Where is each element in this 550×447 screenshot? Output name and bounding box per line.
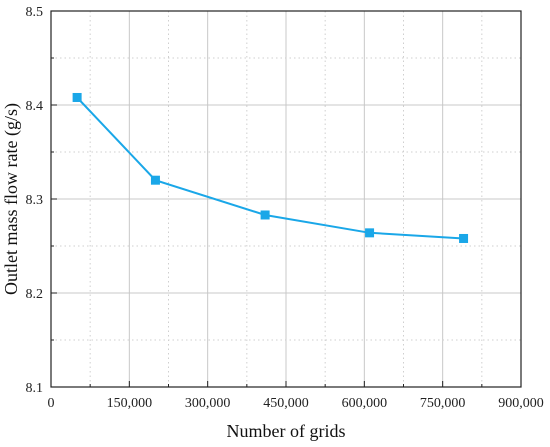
- x-axis-label: Number of grids: [227, 421, 346, 441]
- x-tick-label: 450,000: [263, 396, 309, 411]
- grid-lines: [51, 11, 521, 387]
- axis-ticks: 0 150,000 300,000 450,000 600,000 750,000 900,…: [26, 5, 544, 411]
- data-point-marker: [260, 210, 270, 220]
- y-axis-label: Outlet mass flow rate (g/s): [1, 103, 22, 295]
- x-tick-label: 300,000: [185, 396, 231, 411]
- y-tick-label: 8.5: [26, 5, 44, 20]
- series-layer: [72, 92, 469, 243]
- data-point-marker: [150, 175, 160, 185]
- data-point-marker: [459, 233, 469, 243]
- x-tick-label: 0: [48, 396, 55, 411]
- y-tick-label: 8.3: [26, 193, 44, 208]
- data-point-marker: [72, 92, 82, 102]
- y-tick-label: 8.4: [26, 99, 44, 114]
- series-line: [76, 96, 464, 240]
- x-tick-label: 750,000: [420, 396, 466, 411]
- y-tick-label: 8.1: [26, 381, 44, 396]
- data-point-marker: [365, 228, 375, 238]
- y-tick-label: 8.2: [26, 287, 44, 302]
- x-tick-label: 600,000: [342, 396, 388, 411]
- x-tick-label: 150,000: [107, 396, 153, 411]
- x-tick-label: 900,000: [498, 396, 544, 411]
